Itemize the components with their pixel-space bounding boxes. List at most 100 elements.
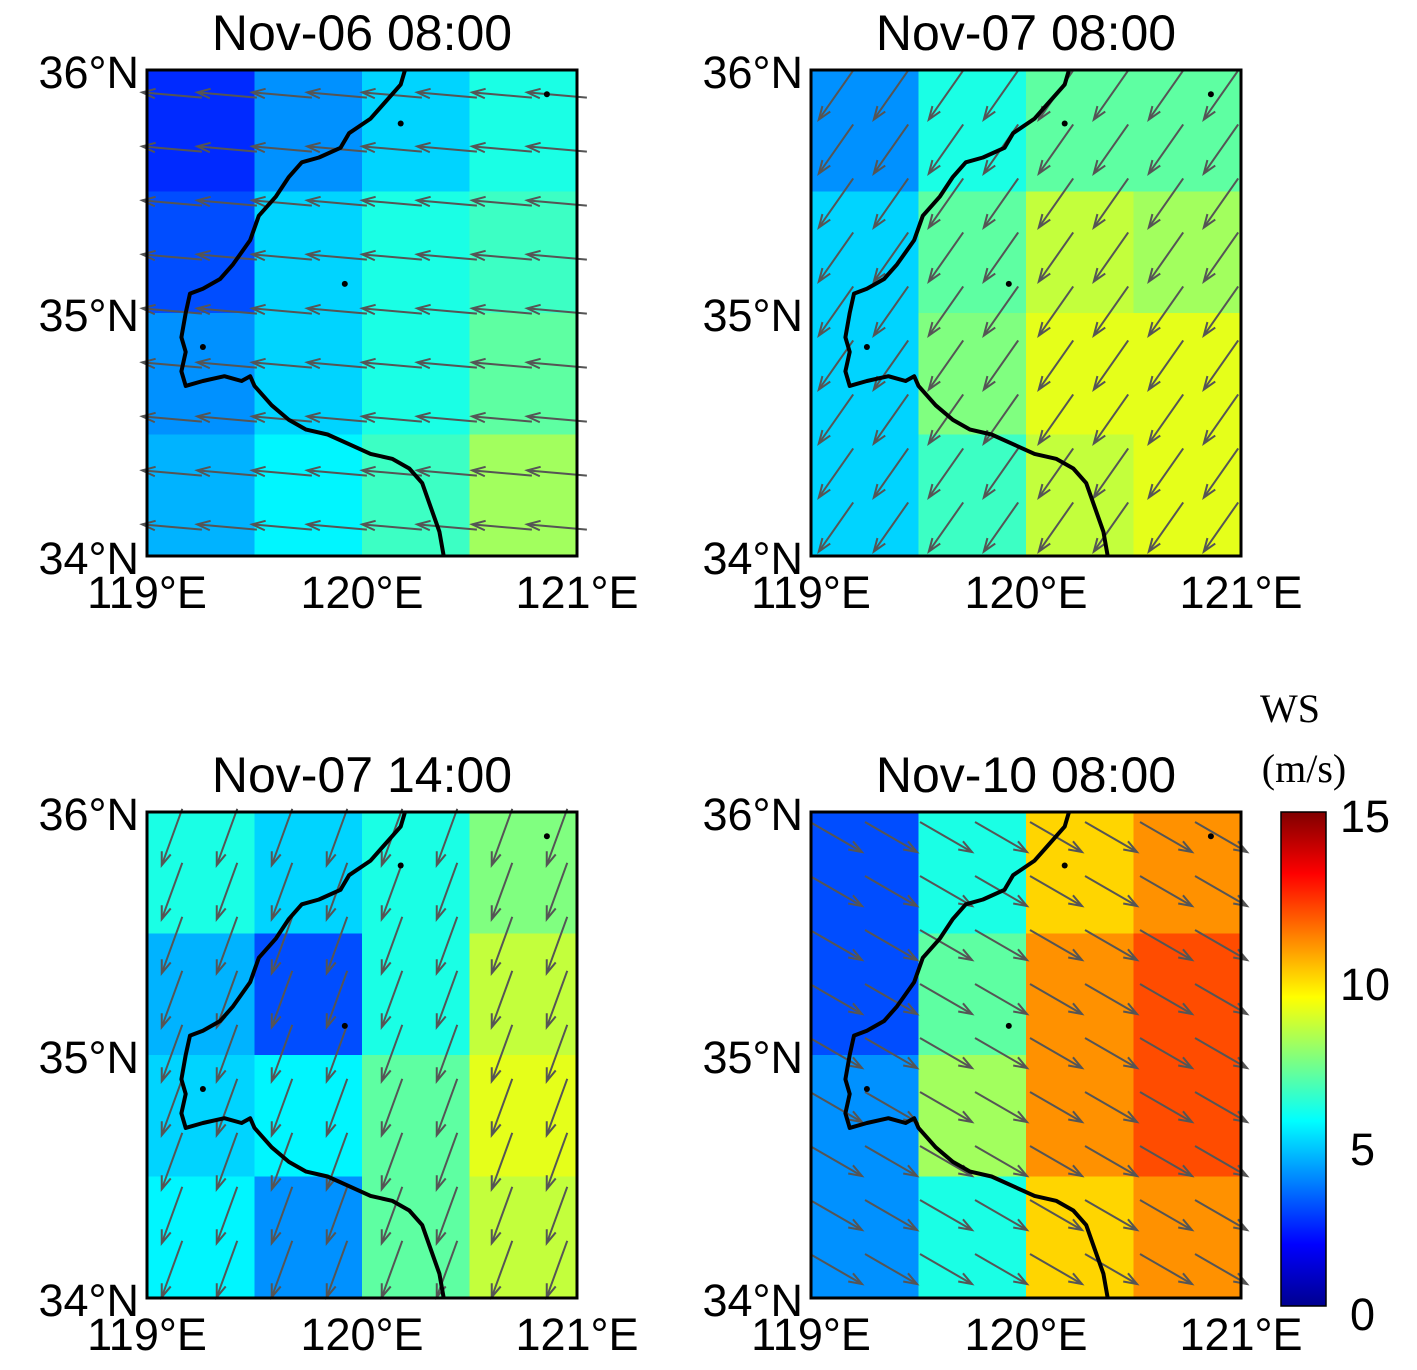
lat-tick-label: 36°N [702,789,803,840]
wind-arrow [249,465,312,478]
wind-arrow [435,970,459,1030]
wind-speed-cell [254,933,363,1056]
wind-speed-cell [147,933,255,1056]
wind-arrow [1084,1145,1140,1178]
wind-arrow [1139,929,1195,962]
island-dot [1207,91,1214,98]
colorbar: WS (m/s) 15 10 5 0 [1260,686,1390,1340]
wind-arrow [1092,393,1130,446]
wind-arrow [139,411,202,424]
wind-arrow [817,177,855,230]
wind-arrow [927,177,965,230]
wind-arrow [982,501,1020,554]
lat-tick-label: 34°N [38,533,139,584]
wind-arrow [864,1037,920,1070]
island-dot [199,1086,206,1093]
coastline [843,811,1110,1299]
wind-arrow [249,303,312,316]
wind-arrow [160,1132,184,1192]
wind-speed-cell [362,70,470,192]
wind-arrow [249,87,312,100]
wind-arrow [864,1253,920,1286]
wind-arrow [414,411,477,424]
wind-arrow [1029,1145,1085,1178]
wind-arrow [380,1024,404,1084]
wind-arrow [982,285,1020,338]
wind-arrow [809,1145,865,1178]
wind-arrow [380,862,404,922]
wind-arrow [215,1024,239,1084]
wind-arrow [809,983,865,1016]
colorbar-gradient [1280,811,1327,1307]
wind-arrow [1037,339,1075,392]
wind-speed-cell [254,812,363,934]
coastline [843,69,1110,557]
lon-tick-label: 120°E [300,567,423,618]
wind-arrow [1084,1199,1140,1232]
wind-speed-cell [1026,933,1134,1056]
wind-arrow [1147,123,1185,176]
lat-tick-label: 36°N [38,789,139,840]
colorbar-title: WS [1260,686,1320,731]
wind-speed-cell [469,191,578,314]
wind-speed-cell [362,1055,470,1177]
wind-speed-cell [1026,812,1134,934]
colorbar-tick-5: 5 [1350,1124,1375,1175]
wind-arrow [469,195,532,208]
wind-speed-cell [811,313,919,435]
island-dot [1005,280,1012,287]
wind-arrow [872,447,910,500]
wind-arrow [809,1199,865,1232]
wind-arrow [974,1253,1030,1286]
wind-arrow [1139,983,1195,1016]
wind-arrow [982,447,1020,500]
wind-arrow [490,808,514,868]
wind-arrow [194,519,257,532]
wind-arrow [974,983,1030,1016]
wind-speed-cell [918,70,1027,192]
wind-speed-cell [469,313,578,435]
panel-title: Nov-07 08:00 [876,5,1176,61]
lon-tick-label: 120°E [300,1309,423,1360]
wind-speed-cell [1133,812,1242,934]
wind-arrow [139,465,202,478]
wind-arrow [1202,393,1240,446]
wind-speed-cell [254,1055,363,1177]
wind-arrow [194,141,257,154]
wind-arrow [194,195,257,208]
wind-speed-cell [918,434,1027,557]
wind-speed-cell [254,434,363,557]
wind-arrow [864,821,920,854]
wind-arrow [194,357,257,370]
wind-arrow [1092,123,1130,176]
wind-arrow [469,303,532,316]
wind-arrow [249,141,312,154]
wind-arrow [139,195,202,208]
map-frame [809,68,1243,558]
lat-tick-label: 35°N [702,290,803,341]
wind-speed-cell [918,1176,1027,1299]
colorbar-tick-0: 0 [1350,1289,1375,1340]
island-dot [397,862,404,869]
panel-title: Nov-07 14:00 [212,747,512,803]
wind-arrow [872,285,910,338]
wind-arrow [194,249,257,262]
lat-tick-label: 35°N [702,1032,803,1083]
wind-arrow [809,1253,865,1286]
wind-arrow [817,123,855,176]
wind-arrow [490,862,514,922]
wind-arrow [1202,123,1240,176]
wind-arrow [1139,875,1195,908]
wind-arrow [1092,501,1130,554]
wind-arrow [1037,285,1075,338]
wind-speed-cell [469,434,578,557]
wind-arrow [359,249,422,262]
island-dot [1005,1022,1012,1029]
wind-arrow [414,303,477,316]
wind-arrow [249,519,312,532]
wind-arrow [1037,501,1075,554]
wind-arrow [545,1132,569,1192]
wind-arrow [435,1024,459,1084]
coastline [179,69,446,557]
wind-arrow [1139,1091,1195,1124]
